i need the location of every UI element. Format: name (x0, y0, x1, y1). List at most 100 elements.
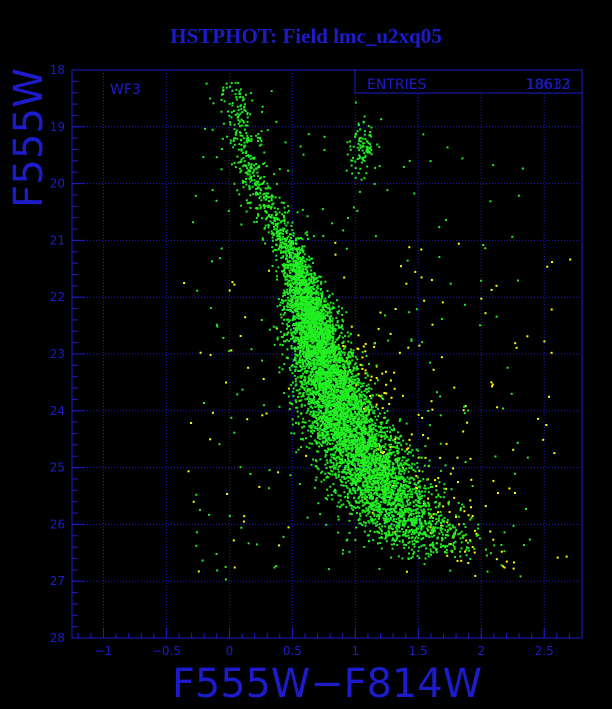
data-point (345, 247, 348, 250)
data-point (327, 320, 330, 323)
data-point (390, 523, 393, 525)
data-point (335, 464, 338, 467)
data-point (319, 388, 322, 391)
data-point (330, 390, 333, 393)
data-point (388, 534, 391, 537)
data-point (355, 434, 358, 437)
data-point (344, 418, 347, 421)
data-point (233, 431, 236, 434)
data-point (336, 416, 339, 419)
data-point (285, 243, 288, 246)
data-point (307, 338, 310, 341)
data-point (275, 217, 278, 220)
data-point (295, 296, 298, 299)
data-point (263, 207, 266, 209)
data-point (407, 470, 410, 473)
data-point (334, 427, 337, 430)
data-point (339, 399, 342, 402)
data-point (358, 506, 361, 509)
data-point (360, 396, 363, 399)
data-point (250, 348, 253, 351)
data-point (282, 256, 284, 259)
data-point (242, 137, 245, 140)
data-point (452, 542, 455, 544)
data-point (283, 318, 286, 321)
data-point (396, 437, 399, 439)
data-point (462, 505, 465, 508)
data-point (391, 537, 394, 540)
data-point-faint (565, 555, 568, 558)
data-point (355, 484, 357, 486)
data-point (329, 376, 332, 379)
data-point (338, 356, 341, 359)
data-point (344, 448, 347, 451)
data-point (502, 407, 504, 410)
data-point (387, 419, 390, 422)
data-point (375, 393, 378, 396)
data-point (345, 432, 348, 435)
data-point (323, 449, 326, 452)
data-point (300, 438, 302, 441)
data-point (356, 405, 359, 408)
data-point (370, 404, 373, 407)
data-point-faint (334, 253, 337, 256)
data-point (396, 524, 398, 527)
data-point (308, 425, 311, 428)
data-point (311, 387, 314, 390)
data-point (232, 110, 235, 112)
data-point (445, 525, 448, 528)
data-point (380, 425, 383, 428)
data-point (346, 395, 349, 398)
data-point (242, 120, 245, 122)
data-point (359, 385, 362, 388)
data-point (292, 248, 295, 251)
data-point-faint (378, 394, 380, 397)
data-point (331, 498, 334, 501)
data-point (379, 449, 382, 452)
data-point-faint (243, 515, 246, 518)
data-point (374, 382, 376, 385)
data-point (314, 296, 317, 299)
data-point (335, 430, 338, 433)
data-point (330, 385, 333, 388)
data-point (367, 408, 369, 411)
data-point (384, 433, 387, 436)
data-point (367, 520, 370, 523)
data-point (415, 448, 418, 451)
data-point (323, 419, 326, 421)
data-point (311, 371, 314, 374)
data-point (372, 461, 375, 464)
data-point (302, 304, 305, 307)
data-point (465, 554, 468, 557)
data-point (385, 510, 387, 513)
data-point (424, 532, 427, 535)
data-point (278, 237, 281, 240)
data-point-faint (305, 454, 308, 457)
data-point (366, 496, 369, 498)
data-point (286, 211, 289, 214)
data-point (477, 534, 480, 537)
data-point (457, 502, 460, 504)
data-point (300, 326, 303, 329)
data-point (321, 293, 324, 296)
data-point (424, 519, 426, 522)
data-point (321, 444, 323, 447)
data-point (295, 421, 297, 424)
data-point (408, 495, 411, 498)
data-point (336, 414, 339, 417)
data-point (363, 394, 366, 397)
data-point (427, 512, 430, 514)
data-point (385, 540, 388, 543)
data-point (349, 415, 352, 418)
data-point (297, 361, 300, 364)
data-point (350, 432, 353, 435)
data-point (375, 452, 378, 455)
data-point (376, 530, 379, 533)
data-point (302, 282, 305, 285)
data-point (342, 340, 345, 343)
data-point (372, 483, 374, 486)
data-point (302, 372, 305, 375)
data-point (315, 390, 318, 393)
data-point (308, 273, 311, 276)
